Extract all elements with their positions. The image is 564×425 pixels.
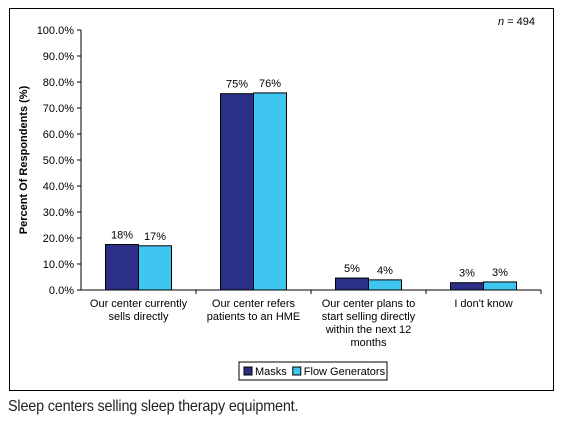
bar-masks — [450, 282, 484, 291]
y-tick-label: 90.0% — [43, 51, 74, 63]
bar-masks — [105, 244, 139, 291]
category-label-line: months — [350, 337, 387, 349]
sample-size-symbol: n — [498, 16, 504, 28]
category-label-line: patients to an HME — [207, 311, 301, 323]
bar-flow-generators — [368, 279, 402, 291]
category-label-line: Our center refers — [212, 298, 296, 310]
category-label: Our center plans to start selling directl… — [322, 298, 416, 349]
y-tick-label: 40.0% — [43, 181, 74, 193]
y-tick-label: 30.0% — [43, 207, 74, 219]
category-label-line: Our center plans to — [322, 298, 416, 310]
legend-entry: Masks — [255, 366, 287, 378]
legend-entry: Flow Generators — [304, 366, 386, 378]
bar-flow-generators — [483, 281, 517, 291]
sample-size-value: = 494 — [504, 16, 535, 28]
category-label-line: start selling directly — [322, 311, 416, 323]
category-label: Our center refers patients to an HME — [207, 298, 301, 323]
category-label-line: within the next 12 — [325, 324, 412, 336]
data-label: 75% — [226, 79, 248, 91]
category-label-line: Our center currently — [90, 298, 188, 310]
bar-masks — [335, 277, 369, 291]
legend-swatch — [243, 366, 253, 376]
data-label: 3% — [492, 267, 508, 279]
data-label: 5% — [344, 263, 360, 275]
y-tick-label: 100.0% — [37, 25, 75, 37]
bar-flow-generators — [253, 92, 287, 291]
data-label: 4% — [377, 265, 393, 277]
y-tick-label: 70.0% — [43, 103, 74, 115]
data-label: 17% — [144, 231, 166, 243]
y-tick-label: 80.0% — [43, 77, 74, 89]
category-label: Our center currently sells directly — [90, 298, 188, 323]
bar-flow-generators — [138, 245, 172, 291]
bar-masks — [220, 93, 254, 291]
y-tick-label: 10.0% — [43, 259, 74, 271]
bar-chart: 0.0% 10.0% 20.0% 30.0% 40.0% 50.0% 60.0% 70.0% 8… — [18, 16, 542, 381]
y-tick-label: 20.0% — [43, 233, 74, 245]
category-label-line: sells directly — [109, 311, 169, 323]
y-axis-title: Percent Of Respondents (%) — [18, 85, 30, 234]
y-tick-label: 50.0% — [43, 155, 74, 167]
figure-caption: Sleep centers selling sleep therapy equi… — [8, 398, 299, 415]
sample-size-annotation: n = 494 — [498, 16, 535, 28]
y-tick-label: 60.0% — [43, 129, 74, 141]
legend-box — [238, 361, 388, 381]
data-label: 76% — [259, 78, 281, 90]
data-label: 18% — [111, 230, 133, 242]
data-label: 3% — [459, 268, 475, 280]
y-tick-label: 0.0% — [49, 285, 74, 297]
legend-swatch — [292, 366, 302, 376]
category-label-line: I don't know — [454, 298, 512, 310]
category-label: I don't know — [454, 298, 512, 310]
